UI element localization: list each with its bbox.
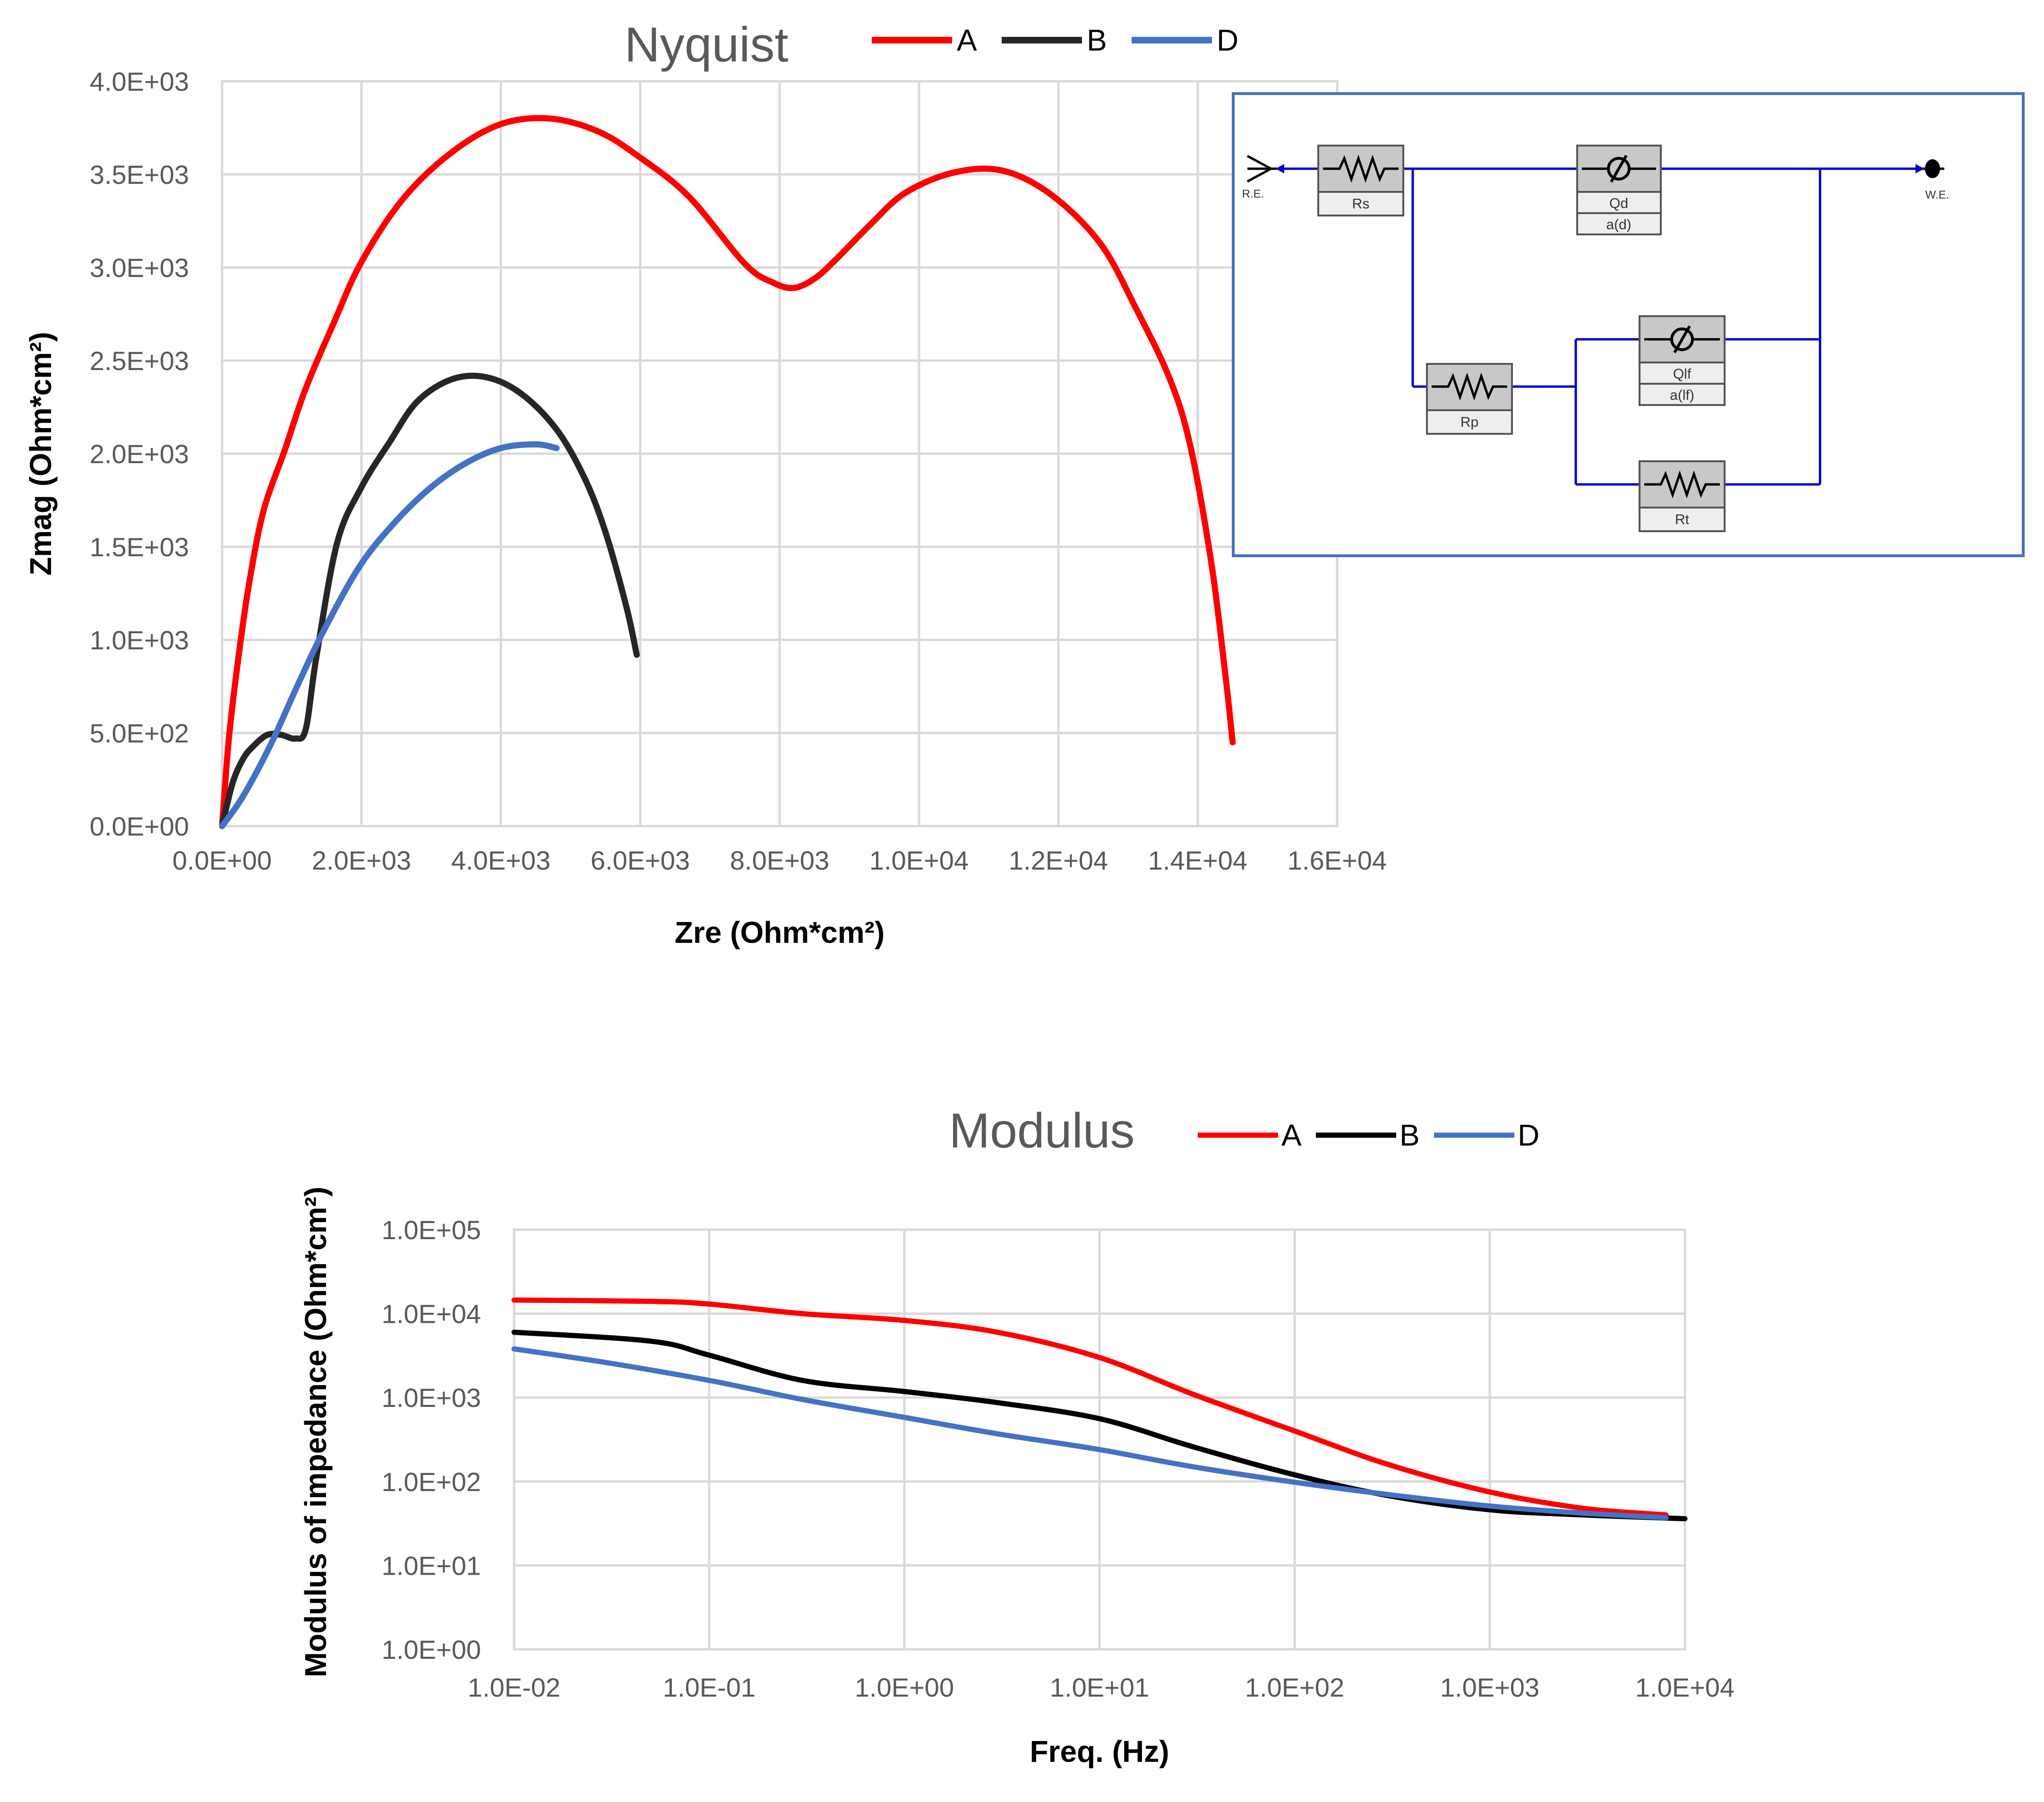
y-tick-label: 5.0E+02 — [90, 718, 189, 748]
qlf-label-box — [1639, 362, 1726, 385]
nyquist-x-axis-title: Zre (Ohm*cm²) — [675, 915, 885, 949]
nyquist-chart: Nyquist A B D 0.0E+00 2.0E+03 4.0E+03 6.0E+… — [24, 17, 1387, 949]
nyquist-gridlines — [221, 80, 1339, 828]
cpe-slash — [1673, 325, 1691, 354]
modulus-legend-label-b: B — [1400, 1118, 1420, 1152]
rs-label-box — [1317, 191, 1404, 216]
x-tick-label: 1.0E-02 — [468, 1673, 560, 1702]
y-tick-label: 1.0E+00 — [382, 1635, 481, 1664]
series-line-a — [511, 1297, 1669, 1517]
x-tick-label: 1.0E+03 — [1440, 1673, 1539, 1702]
modulus-x-axis-title: Freq. (Hz) — [1030, 1734, 1169, 1768]
qd-constant-phase-element: Qd a(d) — [1576, 145, 1662, 235]
rp-label: Rp — [1460, 414, 1478, 430]
re-label: R.E. — [1242, 188, 1264, 200]
y-tick-label: 1.0E+03 — [382, 1383, 481, 1413]
nyquist-legend: A B D — [872, 23, 1238, 57]
qd-label: Qd — [1609, 196, 1628, 211]
y-tick-label: 1.0E+04 — [382, 1299, 481, 1329]
wire-arrow-icon — [1915, 164, 1924, 173]
y-tick-label: 1.5E+03 — [90, 532, 189, 562]
resistor-icon — [1432, 372, 1507, 401]
series-line-b — [219, 372, 640, 829]
reference-electrode-terminal: R.E. — [1242, 155, 1276, 200]
nyquist-legend-label-b: B — [1087, 23, 1107, 57]
y-tick-label: 1.0E+05 — [382, 1215, 481, 1245]
rp-label-box — [1426, 409, 1513, 435]
x-tick-label: 8.0E+03 — [730, 845, 829, 875]
y-tick-label: 1.0E+01 — [382, 1551, 481, 1580]
y-tick-label: 3.5E+03 — [90, 160, 189, 190]
nyquist-y-axis-title: Zmag (Ohm*cm²) — [24, 332, 58, 576]
y-tick-label: 1.0E+03 — [90, 625, 189, 655]
modulus-gridlines — [513, 1228, 1686, 1651]
y-tick-label: 2.0E+03 — [90, 439, 189, 469]
alf-label-box — [1639, 383, 1726, 406]
rp-resistor: Rp — [1426, 363, 1513, 435]
y-tick-label: 3.0E+03 — [90, 253, 189, 283]
x-tick-label: 0.0E+00 — [172, 845, 272, 875]
series-line-d — [219, 441, 560, 829]
nyquist-tick-labels: 0.0E+00 2.0E+03 4.0E+03 6.0E+03 8.0E+03 1.0E+… — [90, 67, 1387, 875]
alf-label: a(lf) — [1670, 388, 1694, 403]
y-tick-label: 1.0E+02 — [382, 1467, 481, 1497]
rs-resistor: Rs — [1317, 145, 1404, 216]
x-tick-label: 1.0E+01 — [1050, 1673, 1149, 1702]
we-dot-icon — [1925, 159, 1940, 178]
rt-label-box — [1639, 507, 1726, 532]
y-tick-label: 4.0E+03 — [90, 67, 189, 96]
x-tick-label: 6.0E+03 — [591, 845, 690, 875]
x-tick-label: 1.0E+02 — [1245, 1673, 1344, 1702]
nyquist-legend-label-a: A — [957, 23, 977, 57]
we-label: W.E. — [1925, 189, 1950, 201]
nyquist-series — [219, 115, 1236, 829]
qlf-label: Qlf — [1673, 366, 1692, 382]
modulus-chart: Modulus A B D 1.0E-02 1.0E-01 1.0E+00 1.0E+… — [299, 1104, 1735, 1768]
modulus-series — [511, 1297, 1688, 1522]
rt-label: Rt — [1675, 512, 1690, 527]
y-tick-label: 0.0E+00 — [90, 811, 189, 841]
modulus-legend: A B D — [1198, 1118, 1539, 1152]
nyquist-legend-label-d: D — [1217, 23, 1238, 57]
x-tick-label: 4.0E+03 — [451, 845, 550, 875]
modulus-legend-label-d: D — [1518, 1118, 1539, 1152]
x-tick-label: 1.0E+04 — [869, 845, 969, 875]
x-tick-label: 1.0E-01 — [663, 1673, 756, 1702]
modulus-plot-area — [513, 1228, 1686, 1651]
wire-arrow-icon — [1276, 164, 1284, 173]
nyquist-title: Nyquist — [625, 17, 789, 72]
x-tick-label: 1.2E+04 — [1009, 845, 1108, 875]
rs-label: Rs — [1352, 196, 1370, 212]
qd-label-box — [1576, 191, 1662, 214]
modulus-legend-label-a: A — [1281, 1118, 1302, 1152]
qlf-constant-phase-element: Qlf a(lf) — [1639, 315, 1726, 406]
x-tick-label: 1.6E+04 — [1288, 845, 1387, 875]
series-line-a — [219, 115, 1236, 829]
resistor-icon — [1644, 470, 1720, 499]
series-line-b — [511, 1329, 1688, 1522]
y-tick-label: 2.5E+03 — [90, 346, 189, 376]
ad-label: a(d) — [1606, 217, 1631, 233]
modulus-title: Modulus — [949, 1104, 1134, 1158]
resistor-icon — [1323, 155, 1399, 183]
x-tick-label: 1.0E+00 — [855, 1673, 954, 1702]
cpe-slash — [1610, 155, 1628, 183]
modulus-tick-labels: 1.0E-02 1.0E-01 1.0E+00 1.0E+01 1.0E+02 1.0E+… — [382, 1215, 1735, 1702]
x-tick-label: 1.4E+04 — [1148, 845, 1247, 875]
rt-resistor: Rt — [1639, 460, 1726, 532]
modulus-y-axis-title: Modulus of impedance (Ohm*cm²) — [299, 1187, 333, 1677]
x-tick-label: 2.0E+03 — [312, 845, 411, 875]
series-line-d — [511, 1346, 1669, 1520]
x-tick-label: 1.0E+04 — [1635, 1673, 1735, 1702]
ad-label-box — [1576, 212, 1662, 235]
equivalent-circuit-diagram: R.E. W.E. Rs Qd a(d) — [1232, 92, 2025, 557]
